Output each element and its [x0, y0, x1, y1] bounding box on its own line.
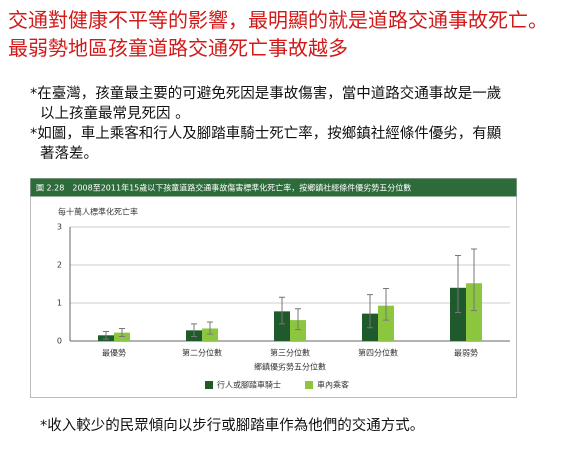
bar [274, 311, 290, 341]
x-tick-label: 最弱勢 [454, 348, 478, 358]
chart: 圖 2.28 2008至2011年15歲以下孩童道路交通事故傷害標準化死亡率，按… [30, 178, 517, 398]
bar [378, 305, 394, 341]
bar [466, 283, 482, 341]
chart-title: 圖 2.28 2008至2011年15歲以下孩童道路交通事故傷害標準化死亡率，按… [36, 183, 411, 193]
error-bar [119, 327, 125, 337]
error-bar [295, 308, 301, 331]
error-bar [207, 321, 213, 335]
x-tick-label: 第三分位數 [270, 348, 310, 358]
bar [450, 287, 466, 341]
y-tick-label: 3 [57, 223, 62, 232]
slide-title: 交通對健康不平等的影響，最明顯的就是道路交通事故死亡。最弱勢地區孩童道路交通死亡… [8, 8, 548, 60]
y-tick-label: 2 [57, 261, 62, 270]
x-tick-label: 最優勢 [102, 348, 126, 358]
error-bar [383, 288, 389, 321]
error-bar [103, 331, 109, 340]
error-bar [367, 294, 373, 329]
legend-label: 車內乘客 [317, 380, 349, 390]
legend-label: 行人或腳踏車騎士 [217, 380, 281, 390]
bar [202, 328, 218, 341]
error-bar [279, 296, 285, 325]
chart-frame [30, 178, 517, 398]
bullet: *如圖，車上乘客和行人及腳踏車騎士死亡率，按鄉鎮社經條件優劣，有顯著落差。 [30, 126, 502, 162]
legend-swatch [305, 381, 313, 389]
chart-header [30, 178, 517, 197]
error-bar [191, 323, 197, 337]
bullet-list: *在臺灣，孩童最主要的可避免死因是事故傷害，當中道路交通事故是一歲以上孩童最常見… [30, 84, 510, 164]
bullet: *在臺灣，孩童最主要的可避免死因是事故傷害，當中道路交通事故是一歲以上孩童最常見… [30, 86, 502, 122]
error-bar [455, 255, 461, 313]
x-axis-title: 鄉鎮優劣勢五分位數 [254, 362, 326, 372]
footnote: *收入較少的民眾傾向以步行或腳踏車作為他們的交通方式。 [40, 418, 425, 434]
x-tick-label: 第四分位數 [358, 348, 398, 358]
y-axis-title: 每十萬人標準化死亡率 [58, 207, 138, 217]
legend-swatch [205, 381, 213, 389]
bar [290, 320, 306, 341]
y-tick-label: 0 [57, 337, 62, 346]
error-bar [471, 248, 477, 312]
y-tick-label: 1 [57, 299, 62, 308]
x-tick-label: 第二分位數 [182, 348, 222, 358]
